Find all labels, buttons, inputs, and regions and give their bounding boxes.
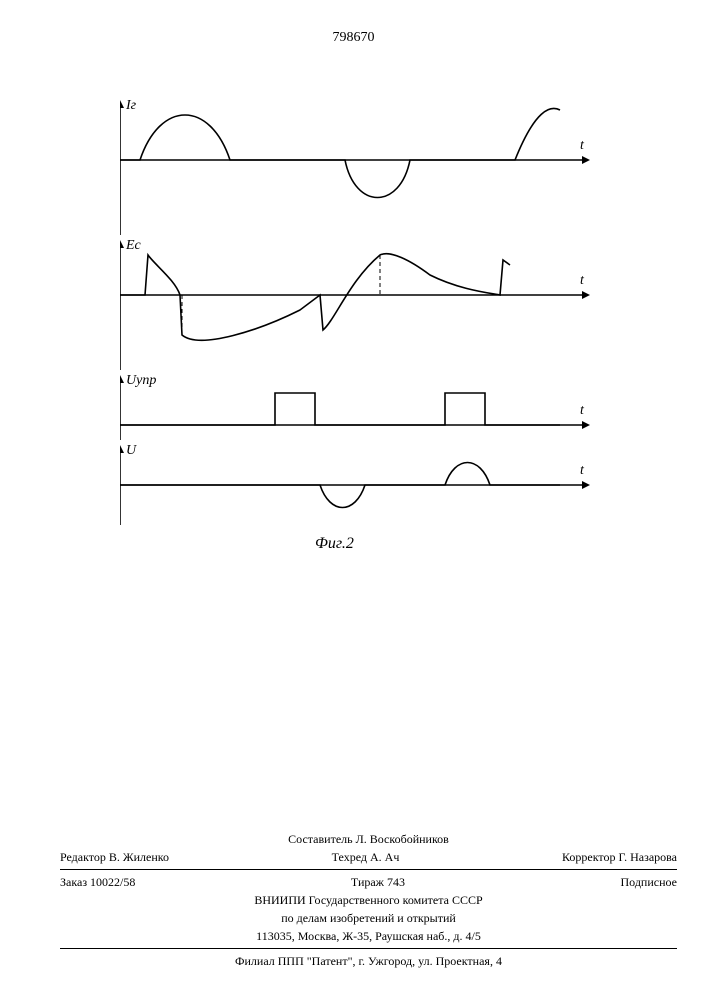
chart-2 [120, 375, 590, 445]
org2: по делам изобретений и открытий [60, 909, 677, 927]
branch: Филиал ППП "Патент", г. Ужгород, ул. Про… [60, 952, 677, 970]
compiler-line: Составитель Л. Воскобойников [60, 830, 677, 848]
tlabel-1: t [580, 273, 584, 289]
rule [60, 869, 677, 870]
corrector: Корректор Г. Назарова [562, 848, 677, 866]
order: Заказ 10022/58 [60, 873, 135, 891]
rule [60, 948, 677, 949]
tlabel-0: t [580, 138, 584, 154]
tlabel-2: t [580, 403, 584, 419]
org1: ВНИИПИ Государственного комитета СССР [60, 891, 677, 909]
tech-editor: Техред А. Ач [332, 848, 400, 866]
ylabel-1: Eс [126, 238, 141, 254]
ylabel-3: U [126, 443, 136, 459]
footer-block: Составитель Л. Воскобойников Редактор В.… [60, 830, 677, 970]
figure-caption: Фиг.2 [315, 535, 354, 553]
ylabel-0: Iг [126, 98, 136, 114]
tlabel-3: t [580, 463, 584, 479]
editor: Редактор В. Жиленко [60, 848, 169, 866]
subscription: Подписное [621, 873, 678, 891]
chart-3 [120, 445, 590, 530]
chart-0 [120, 100, 590, 240]
address: 113035, Москва, Ж-35, Раушская наб., д. … [60, 927, 677, 945]
ylabel-2: Uупр [126, 373, 156, 389]
chart-1 [120, 240, 590, 375]
circulation: Тираж 743 [351, 873, 405, 891]
document-number: 798670 [0, 30, 707, 46]
